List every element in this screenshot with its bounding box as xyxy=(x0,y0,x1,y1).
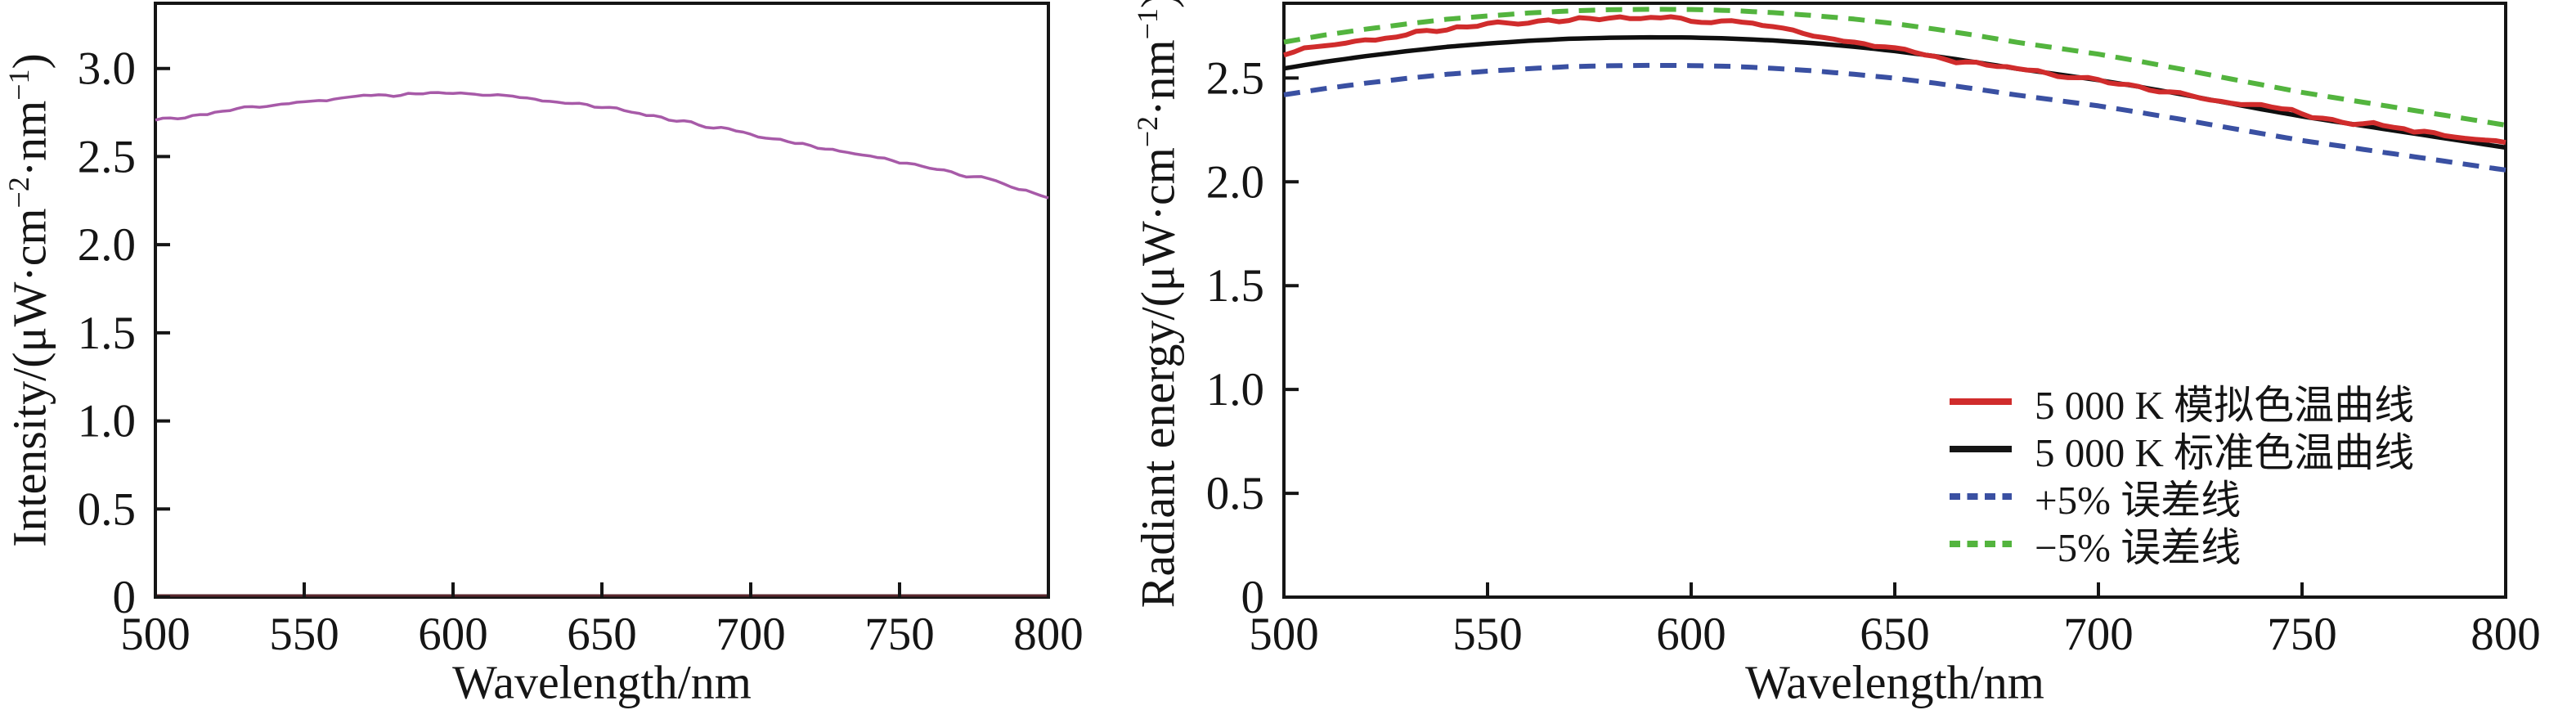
left-y-axis-title: Intensity/(μW·cm−2·nm−1) xyxy=(2,53,57,547)
y-tick-label: 1.5 xyxy=(78,308,136,359)
y-tick-label: 3.0 xyxy=(78,43,136,95)
minus5-error-curve xyxy=(1283,7,2506,128)
x-tick-label: 750 xyxy=(2267,609,2337,660)
right-chart-legend: 5 000 K 模拟色温曲线 5 000 K 标准色温曲线 +5% 误差线 −5% 误… xyxy=(1948,378,2414,570)
measured-intensity-curve xyxy=(155,91,1049,200)
legend-line-swatch xyxy=(1950,398,2012,405)
legend-label: −5% 误差线 xyxy=(2035,524,2242,570)
left-y-axis-exponent2: −1 xyxy=(2,69,36,101)
x-tick-label: 800 xyxy=(1013,609,1084,660)
left-y-axis-title-text3: ) xyxy=(2,53,56,70)
y-tick-label: 1.0 xyxy=(78,396,136,447)
right-chart-plot: 500 550 600 650 700 750 800 0 0.5 1.0 1.5 2.0 2.5 xyxy=(1206,2,2541,660)
x-tick-label: 650 xyxy=(1860,609,1930,660)
y-tick-label: 0 xyxy=(113,572,137,623)
left-chart-plot: 500 550 600 650 700 750 800 0 0.5 1.0 1.5 2.0 2.5 3.0 xyxy=(78,2,1084,660)
y-tick-label: 0.5 xyxy=(1206,468,1264,519)
x-tick-label: 800 xyxy=(2471,609,2541,660)
legend-label: 5 000 K 模拟色温曲线 xyxy=(2035,382,2415,428)
y-tick-label: 0 xyxy=(1241,572,1265,623)
x-tick-label: 600 xyxy=(418,609,488,660)
legend-label: +5% 误差线 xyxy=(2035,477,2242,523)
x-tick-label: 750 xyxy=(864,609,935,660)
legend-line-swatch xyxy=(1950,493,2012,500)
right-y-axis-exponent2: −1 xyxy=(1131,8,1165,40)
right-y-axis-exponent: −2 xyxy=(1131,115,1165,148)
left-y-axis-title-text: Intensity/(μW·cm xyxy=(2,208,56,547)
right-y-axis-title-text3: ) xyxy=(1131,0,1185,9)
legend-item: +5% 误差线 xyxy=(1948,473,2414,523)
x-tick-label: 700 xyxy=(2063,609,2134,660)
y-tick-label: 2.5 xyxy=(78,131,136,182)
x-tick-label: 500 xyxy=(1249,609,1319,660)
legend-line-swatch xyxy=(1950,541,2012,547)
left-plot-border xyxy=(154,2,1050,599)
x-tick-label: 700 xyxy=(716,609,786,660)
x-tick-label: 650 xyxy=(567,609,637,660)
right-y-axis-title-text: Radiant energy/(μW·cm xyxy=(1131,147,1185,609)
legend-item: 5 000 K 标准色温曲线 xyxy=(1948,425,2414,475)
left-y-axis-exponent: −2 xyxy=(2,177,36,209)
left-y-axis-title-text2: ·nm xyxy=(2,100,56,178)
plus5-error-curve xyxy=(1283,62,2506,173)
legend-item: −5% 误差线 xyxy=(1948,520,2414,570)
y-tick-label: 1.0 xyxy=(1206,364,1264,416)
right-y-axis-title: Radiant energy/(μW·cm−2·nm−1) xyxy=(1131,0,1186,608)
y-tick-label: 2.5 xyxy=(1206,52,1264,104)
y-tick-label: 1.5 xyxy=(1206,260,1264,312)
legend-item: 5 000 K 模拟色温曲线 xyxy=(1948,378,2414,428)
x-tick-label: 600 xyxy=(1656,609,1726,660)
y-tick-label: 0.5 xyxy=(78,483,136,535)
simulated-5000k-curve xyxy=(1283,14,2506,146)
right-x-axis-title: Wavelength/nm xyxy=(1745,655,2044,709)
x-tick-label: 550 xyxy=(269,609,339,660)
legend-label: 5 000 K 标准色温曲线 xyxy=(2035,429,2415,475)
y-tick-label: 2.0 xyxy=(78,219,136,271)
y-tick-label: 2.0 xyxy=(1206,156,1264,208)
legend-line-swatch xyxy=(1950,446,2012,452)
right-y-axis-title-text2: ·nm xyxy=(1131,39,1185,116)
standard-5000k-curve xyxy=(1283,34,2506,151)
x-tick-label: 500 xyxy=(120,609,191,660)
x-tick-label: 550 xyxy=(1452,609,1523,660)
left-x-axis-title: Wavelength/nm xyxy=(452,655,752,709)
